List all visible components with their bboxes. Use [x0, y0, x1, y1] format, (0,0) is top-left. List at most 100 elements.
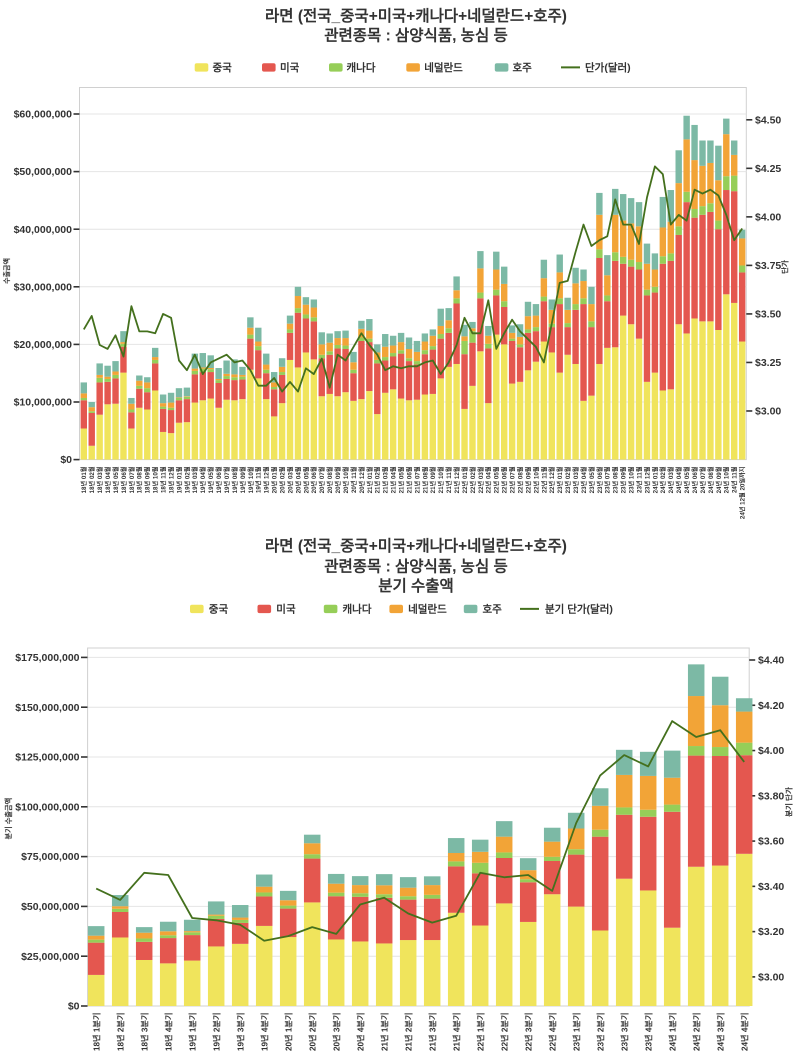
svg-text:캐나다: 캐나다: [343, 603, 372, 616]
svg-text:19년 11월: 19년 11월: [255, 466, 263, 493]
svg-text:20년 04월: 20년 04월: [294, 466, 302, 493]
svg-text:네덜란드: 네덜란드: [424, 61, 463, 74]
svg-text:관련종목 : 삼양식품, 농심 등: 관련종목 : 삼양식품, 농심 등: [324, 27, 508, 45]
svg-text:$4.00: $4.00: [755, 211, 781, 223]
svg-text:분기 단가(달러): 분기 단가(달러): [545, 603, 613, 616]
svg-text:22년 02월: 22년 02월: [469, 466, 477, 493]
svg-text:22년 08월: 22년 08월: [517, 466, 525, 493]
svg-text:20년 07월: 20년 07월: [318, 466, 326, 493]
svg-text:19년 01월: 19년 01월: [175, 466, 183, 493]
svg-text:23년 04월: 23년 04월: [580, 466, 588, 493]
svg-text:$40,000,000: $40,000,000: [14, 224, 73, 236]
svg-text:20년 11월: 20년 11월: [350, 466, 358, 493]
svg-text:$4.00: $4.00: [758, 745, 784, 757]
svg-text:$4.50: $4.50: [755, 114, 781, 126]
svg-text:19년 04월: 19년 04월: [199, 466, 207, 493]
svg-text:$4.25: $4.25: [755, 163, 781, 175]
svg-text:$50,000,000: $50,000,000: [14, 166, 73, 178]
svg-text:24년 03월: 24년 03월: [667, 466, 675, 493]
svg-text:19년 3분기: 19년 3분기: [235, 1013, 245, 1052]
svg-text:21년 06월: 21년 06월: [405, 466, 413, 493]
svg-text:18년 04월: 18년 04월: [104, 466, 112, 493]
svg-text:20년 09월: 20년 09월: [334, 466, 342, 493]
svg-text:20년 08월: 20년 08월: [326, 466, 334, 493]
svg-text:22년 07월: 22년 07월: [509, 466, 517, 493]
svg-text:18년 11월: 18년 11월: [160, 466, 168, 493]
svg-text:24년 02월: 24년 02월: [659, 466, 667, 493]
svg-text:중국: 중국: [213, 62, 233, 74]
svg-text:24년 08월: 24년 08월: [707, 466, 715, 493]
svg-text:19년 4분기: 19년 4분기: [259, 1013, 269, 1052]
svg-text:21년 08월: 21년 08월: [421, 466, 429, 493]
svg-text:23년 09월: 23년 09월: [620, 466, 628, 493]
svg-text:23년 3분기: 23년 3분기: [619, 1013, 629, 1052]
svg-text:24년 2분기: 24년 2분기: [691, 1013, 701, 1052]
svg-text:수출금액: 수출금액: [2, 258, 11, 284]
svg-text:라면 (전국_중국+미국+캐나다+네덜란드+호주): 라면 (전국_중국+미국+캐나다+네덜란드+호주): [265, 6, 567, 25]
svg-text:23년 08월: 23년 08월: [612, 466, 620, 493]
svg-text:미국: 미국: [276, 603, 296, 616]
svg-text:20년 4분기: 20년 4분기: [355, 1013, 365, 1052]
svg-text:19년 03월: 19년 03월: [191, 466, 199, 493]
svg-text:18년 2분기: 18년 2분기: [115, 1013, 125, 1052]
svg-text:18년 07월: 18년 07월: [128, 466, 136, 493]
svg-text:18년 02월: 18년 02월: [88, 466, 96, 493]
svg-text:$50,000,000: $50,000,000: [21, 901, 80, 913]
svg-text:$0: $0: [60, 454, 72, 466]
svg-text:24년 04월: 24년 04월: [675, 466, 683, 493]
svg-text:24년 11월: 24년 11월: [731, 466, 739, 493]
svg-text:21년 07월: 21년 07월: [413, 466, 421, 493]
svg-text:22년 4분기: 22년 4분기: [547, 1013, 557, 1052]
svg-text:네덜란드: 네덜란드: [408, 603, 447, 616]
svg-text:23년 11월: 23년 11월: [635, 466, 643, 493]
svg-text:20년 2분기: 20년 2분기: [307, 1013, 317, 1052]
svg-text:21년 1분기: 21년 1분기: [379, 1013, 389, 1052]
svg-text:$0: $0: [68, 1001, 80, 1013]
svg-text:21년 02월: 21년 02월: [374, 466, 382, 493]
svg-text:21년 3분기: 21년 3분기: [427, 1013, 437, 1052]
svg-text:22년 09월: 22년 09월: [524, 466, 532, 493]
svg-text:18년 03월: 18년 03월: [96, 466, 104, 493]
svg-text:19년 06월: 19년 06월: [215, 466, 223, 493]
svg-text:23년 05월: 23년 05월: [588, 466, 596, 493]
svg-text:캐나다: 캐나다: [347, 61, 376, 74]
svg-text:22년 01월: 22년 01월: [461, 466, 469, 493]
svg-text:22년 1분기: 22년 1분기: [475, 1013, 485, 1052]
svg-text:24년 09월: 24년 09월: [715, 466, 723, 493]
svg-text:21년 10월: 21년 10월: [437, 466, 445, 493]
svg-text:19년 1분기: 19년 1분기: [187, 1013, 197, 1052]
svg-text:19년 07월: 19년 07월: [223, 466, 231, 493]
svg-text:21년 04월: 21년 04월: [390, 466, 398, 493]
svg-text:$3.60: $3.60: [758, 836, 784, 848]
svg-text:19년 09월: 19년 09월: [239, 466, 247, 493]
svg-text:24년 06월: 24년 06월: [691, 466, 699, 493]
svg-text:18년 06월: 18년 06월: [120, 466, 128, 493]
svg-text:23년 1분기: 23년 1분기: [571, 1013, 581, 1052]
svg-text:$3.80: $3.80: [758, 790, 784, 802]
svg-text:$25,000,000: $25,000,000: [21, 951, 80, 963]
svg-text:20년 02월: 20년 02월: [279, 466, 287, 493]
svg-text:$3.00: $3.00: [755, 406, 781, 418]
svg-text:21년 03월: 21년 03월: [382, 466, 390, 493]
svg-text:21년 12월: 21년 12월: [453, 466, 461, 493]
svg-text:23년 01월: 23년 01월: [556, 466, 564, 493]
svg-text:19년 08월: 19년 08월: [231, 466, 239, 493]
svg-text:24년 05월: 24년 05월: [683, 466, 691, 493]
svg-text:중국: 중국: [209, 604, 229, 616]
svg-text:22년 3분기: 22년 3분기: [523, 1013, 533, 1052]
svg-text:18년 09월: 18년 09월: [144, 466, 152, 493]
svg-text:분기 수출액: 분기 수출액: [378, 576, 454, 595]
svg-text:$4.40: $4.40: [758, 655, 784, 667]
svg-text:23년 06월: 23년 06월: [596, 466, 604, 493]
svg-text:21년 2분기: 21년 2분기: [403, 1013, 413, 1052]
svg-text:단가(달러): 단가(달러): [585, 61, 631, 74]
svg-text:23년 12월: 23년 12월: [643, 466, 651, 493]
svg-text:22년 12월: 22년 12월: [548, 466, 556, 493]
svg-text:20년 03월: 20년 03월: [286, 466, 294, 493]
svg-text:22년 11월: 22년 11월: [540, 466, 548, 493]
svg-text:24년 4분기: 24년 4분기: [739, 1013, 749, 1052]
svg-text:22년 05월: 22년 05월: [493, 466, 501, 493]
svg-text:$20,000,000: $20,000,000: [14, 339, 73, 351]
svg-text:24년 12월 20일까지: 24년 12월 20일까지: [739, 466, 747, 519]
svg-text:호주: 호주: [513, 61, 533, 74]
